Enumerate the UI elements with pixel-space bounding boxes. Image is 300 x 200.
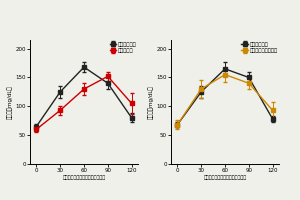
Y-axis label: 血糖値（mg/dL）: 血糖値（mg/dL） — [148, 85, 154, 119]
X-axis label: グルコース液投与後の時間（分）: グルコース液投与後の時間（分） — [203, 175, 247, 180]
X-axis label: グルコース液投与後の時間（分）: グルコース液投与後の時間（分） — [62, 175, 106, 180]
Legend: コントロール, リノール酸: コントロール, リノール酸 — [110, 42, 136, 53]
Y-axis label: 血糖値（mg/dL）: 血糖値（mg/dL） — [7, 85, 13, 119]
Legend: コントロール, リノール酸を含む油: コントロール, リノール酸を含む油 — [242, 42, 278, 53]
